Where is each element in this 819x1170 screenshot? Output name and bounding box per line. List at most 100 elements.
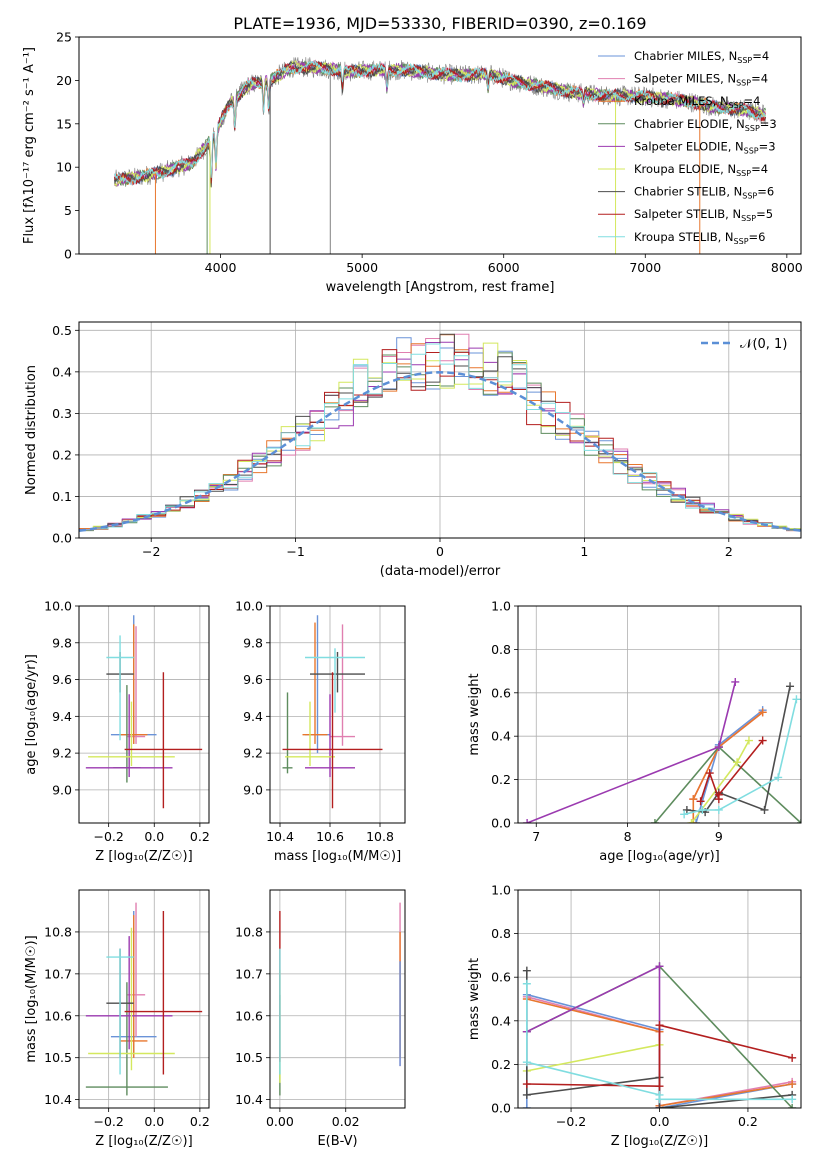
y-tick-label: 0.0: [491, 816, 511, 831]
weight-marker: [788, 1080, 797, 1089]
weight-marker: [758, 736, 767, 745]
weight-marker: [655, 1104, 664, 1108]
x-tick-label: −2: [142, 544, 160, 559]
legend-label: Chabrier STELIB, NSSP=6: [634, 185, 774, 201]
legend-label: Kroupa STELIB, NSSP=6: [634, 230, 765, 246]
y-tick-label: 9.4: [243, 709, 263, 724]
x-axis-label: age [log₁₀(age/yr)]: [599, 849, 720, 864]
legend-subscript: SSP: [736, 169, 751, 178]
axes-frame: [78, 889, 210, 1109]
y-tick-label: 10.4: [44, 1092, 72, 1107]
y-tick-label: 1.0: [491, 599, 511, 614]
weight-marker: [522, 979, 531, 988]
plot-content: [85, 902, 203, 1096]
y-tick-label: 0.5: [52, 323, 72, 338]
y-tick-label: 9.0: [243, 782, 263, 797]
legend-subscript: SSP: [737, 56, 752, 65]
y-tick-label: 9.2: [243, 746, 263, 761]
legend-label: Chabrier MILES, NSSP=4: [634, 49, 769, 65]
y-tick-label: 9.2: [52, 746, 72, 761]
histogram-steps: [79, 343, 801, 531]
y-tick-label: 0.4: [491, 1013, 511, 1028]
weight-marker: [733, 758, 742, 767]
legend-nssp: =4: [744, 94, 761, 108]
y-tick-label: 5: [64, 203, 72, 218]
y-tick-label: 0.4: [52, 364, 72, 379]
y-tick-label: 0.1: [52, 489, 72, 504]
legend-subscript: SSP: [745, 124, 760, 133]
legend-nssp: =3: [760, 117, 777, 131]
weight-marker: [698, 805, 707, 814]
x-tick-label: 7: [532, 829, 540, 844]
y-tick-label: 9.4: [52, 709, 72, 724]
y-axis-label: mass weight: [467, 958, 482, 1040]
weight-marker: [788, 1053, 797, 1062]
x-tick-label: 8: [624, 829, 632, 844]
weight-marker: [680, 810, 689, 819]
x-axis-label: Z [log₁₀(Z/Z☉)]: [611, 1134, 708, 1149]
weight-marker: [655, 1095, 664, 1104]
weight-marker: [714, 743, 723, 752]
axes-frame: [78, 36, 802, 255]
weight-marker: [523, 819, 532, 823]
y-tick-label: 10.4: [235, 1092, 263, 1107]
y-tick-label: 20: [56, 73, 72, 88]
x-tick-label: 0.2: [190, 829, 210, 844]
y-tick-label: 10.0: [235, 599, 263, 614]
weight-marker: [731, 677, 740, 686]
legend-nssp: =4: [751, 162, 768, 176]
weight-marker: [714, 790, 723, 799]
legend-label: Kroupa MILES, NSSP=4: [634, 94, 760, 110]
x-tick-label: 7000: [629, 260, 661, 275]
axes-frame: [269, 889, 406, 1109]
weight-marker: [744, 736, 753, 745]
y-tick-label: 10: [56, 160, 72, 175]
weight-marker: [788, 1095, 797, 1104]
x-tick-label: 0.0: [144, 1114, 164, 1129]
weight-marker: [792, 695, 801, 704]
z-age-panel: −0.2 0.0 0.2 9.0 9.2 9.4 9.6 9.8 10.0 Z [log₁₀(Z/…: [24, 599, 210, 865]
mass-age-panel: 10.4 10.6 10.8 9.0 9.2 9.4 9.6 9.8 10.0 mass [log…: [235, 599, 406, 864]
legend-subscript: SSP: [741, 214, 756, 223]
y-axis-label: mass [log₁₀(M/M☉)]: [24, 935, 39, 1062]
axes-frame: [78, 321, 802, 539]
y-tick-label: 0.2: [491, 772, 511, 787]
x-tick-label: 0.2: [738, 1114, 758, 1129]
legend-label: 𝒩(0, 1): [740, 337, 787, 352]
legend-subscript: SSP: [729, 101, 744, 110]
x-tick-label: 0.0: [650, 1114, 670, 1129]
y-tick-label: 0.2: [52, 447, 72, 462]
legend-subscript: SSP: [744, 146, 759, 155]
legend-label: Kroupa ELODIE, NSSP=4: [634, 162, 768, 178]
y-tick-label: 10.7: [44, 966, 72, 981]
y-axis-label: Normed distribution: [24, 365, 39, 495]
weight-marker: [650, 819, 659, 823]
weight-marker: [705, 769, 714, 778]
weight-marker: [522, 1058, 531, 1067]
legend-nssp: =6: [757, 185, 774, 199]
plot-content: [79, 333, 801, 532]
z-weights-panel: −0.2 0.0 0.2 0.0 0.2 0.4 0.6 0.8 1.0 Z [log₁₀(Z/Z…: [467, 883, 802, 1149]
plot-content: [522, 962, 797, 1108]
y-tick-label: 0.8: [491, 926, 511, 941]
y-axis-label: Flux [fλ10⁻¹⁷ erg cm⁻² s⁻¹ A⁻¹]: [22, 47, 37, 244]
plot-content: [279, 902, 401, 1096]
weight-marker: [522, 966, 531, 975]
plot-content: [523, 677, 801, 823]
legend-subscript: SSP: [742, 192, 757, 201]
y-tick-label: 10.7: [235, 966, 263, 981]
x-axis-label: Z [log₁₀(Z/Z☉)]: [95, 1134, 192, 1149]
age-weights-panel: 7 8 9 0.0 0.2 0.4 0.6 0.8 1.0 age [log₁₀(age/yr)]…: [467, 599, 802, 864]
axes-frame: [269, 605, 406, 824]
x-tick-label: 1: [580, 544, 588, 559]
y-axis-label: age [log₁₀(age/yr)]: [24, 654, 39, 775]
z-mass-panel: −0.2 0.0 0.2 10.4 10.5 10.6 10.7 10.8 Z [log₁₀(Z…: [24, 889, 210, 1149]
normal-reference-curve: [79, 371, 801, 532]
x-axis-label: E(B-V): [317, 1134, 357, 1149]
y-tick-label: 10.0: [44, 599, 72, 614]
y-tick-label: 9.6: [243, 672, 263, 687]
legend-nssp: =4: [752, 49, 769, 63]
y-tick-label: 0.3: [52, 406, 72, 421]
weight-marker: [774, 773, 783, 782]
